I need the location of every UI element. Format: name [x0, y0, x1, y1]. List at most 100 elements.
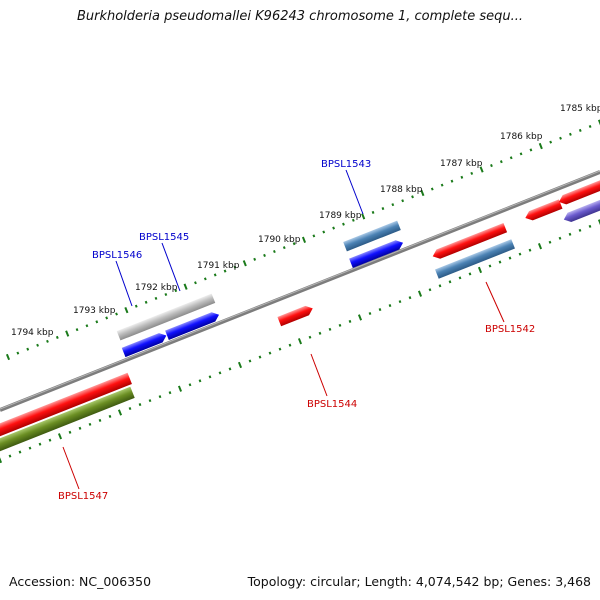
inner-tick	[417, 290, 423, 297]
outer-tick	[499, 160, 503, 164]
outer-tick	[538, 142, 543, 150]
feature-blue-1545b[interactable]	[165, 310, 221, 340]
gene-label-bpsl1547[interactable]: BPSL1547	[58, 491, 108, 502]
feature-blue-1546[interactable]	[121, 331, 168, 358]
outer-tick	[342, 222, 345, 226]
inner-tick	[578, 228, 582, 232]
chromosome-backbone	[0, 170, 600, 412]
outer-tick	[282, 246, 286, 250]
feature-steel-1543-shape	[343, 220, 401, 252]
inner-tick	[68, 430, 72, 434]
tick-label: 1792 kbp	[135, 283, 178, 293]
outer-tick	[411, 195, 414, 199]
gene-label-bpsl1545[interactable]: BPSL1545	[139, 232, 189, 243]
feature-steel-1542[interactable]	[435, 239, 515, 279]
inner-tick	[357, 314, 363, 321]
outer-tick	[322, 230, 326, 234]
feature-purple-right[interactable]	[562, 195, 600, 224]
feature-red-1542-shape	[432, 222, 508, 259]
outer-tick	[420, 189, 425, 197]
inner-tick	[228, 367, 232, 371]
feature-olive-left-shape	[0, 386, 135, 456]
inner-tick	[8, 454, 12, 458]
feature-red-right2[interactable]	[557, 177, 600, 206]
gene-label-bpsl1542[interactable]: BPSL1542	[485, 324, 535, 335]
inner-tick	[117, 409, 123, 416]
feature-steel-1543[interactable]	[343, 220, 401, 252]
outer-tick	[203, 277, 207, 281]
inner-tick	[208, 375, 212, 379]
feature-red-right1-shape	[525, 199, 563, 221]
outer-tick	[529, 148, 533, 152]
tick-label: 1787 kbp	[440, 159, 483, 169]
inner-tick	[558, 236, 562, 240]
inner-tick	[537, 243, 543, 250]
outer-tick	[124, 306, 129, 314]
leader-line	[485, 281, 505, 323]
inner-tick	[268, 351, 272, 355]
inner-tick	[18, 450, 22, 454]
inner-tick	[188, 383, 192, 387]
inner-tick	[248, 359, 252, 363]
outer-tick	[371, 210, 375, 214]
gene-features	[0, 177, 600, 456]
leader-lines	[62, 169, 505, 490]
outer-tick	[65, 330, 70, 337]
inner-tick	[78, 426, 82, 430]
inner-tick	[398, 300, 402, 304]
inner-tick	[468, 272, 472, 276]
inner-tick	[108, 414, 112, 418]
tick-label: 1794 kbp	[11, 328, 54, 338]
leader-line	[62, 446, 80, 490]
leader-line	[310, 353, 328, 397]
gene-label-bpsl1546[interactable]: BPSL1546	[92, 250, 142, 261]
chromosome-backbone-highlight	[0, 170, 600, 410]
feature-red-1544[interactable]	[277, 304, 314, 327]
outer-tick	[242, 260, 247, 267]
outer-tick	[440, 183, 444, 187]
inner-tick	[48, 438, 52, 442]
gene-label-bpsl1543[interactable]: BPSL1543	[321, 159, 371, 170]
outer-tick	[144, 300, 148, 304]
feature-blue-1546-shape	[121, 333, 167, 358]
feature-gray-1545[interactable]	[116, 293, 216, 341]
outer-tick	[105, 316, 109, 320]
inner-tick	[518, 252, 522, 256]
inner-tick	[438, 284, 442, 288]
outer-tick	[85, 324, 89, 328]
outer-tick	[569, 132, 572, 136]
genome-summary: Topology: circular; Length: 4,074,542 bp…	[247, 574, 591, 589]
feature-red-1542[interactable]	[431, 222, 508, 261]
outer-tick	[75, 328, 79, 332]
gene-label-bpsl1544[interactable]: BPSL1544	[307, 399, 357, 410]
inner-tick	[288, 343, 292, 347]
tick-label: 1788 kbp	[380, 185, 423, 195]
outer-tick	[301, 236, 307, 243]
outer-tick	[95, 320, 99, 324]
outer-tick	[351, 218, 355, 222]
outer-tick	[430, 187, 434, 191]
map-title: Burkholderia pseudomallei K96243 chromos…	[76, 9, 524, 24]
outer-tick	[223, 269, 227, 273]
tick-label: 1790 kbp	[258, 235, 301, 245]
inner-tick	[388, 304, 392, 308]
outer-tick	[183, 283, 188, 290]
outer-tick	[253, 257, 257, 261]
feature-purple-right-shape	[563, 195, 600, 223]
inner-tick	[198, 379, 202, 383]
leader-line	[161, 242, 181, 292]
outer-tick	[588, 124, 592, 129]
outer-tick-ring	[5, 119, 600, 361]
feature-olive-left[interactable]	[0, 386, 135, 456]
inner-tick	[318, 331, 322, 335]
feature-blue-1543b[interactable]	[349, 238, 405, 268]
outer-tick	[5, 353, 11, 361]
outer-tick	[361, 213, 366, 220]
feature-red-right1[interactable]	[523, 199, 563, 222]
outer-tick	[36, 343, 39, 347]
inner-tick	[328, 327, 332, 331]
outer-tick	[509, 156, 513, 160]
inner-tick	[57, 433, 63, 440]
feature-red-left[interactable]	[0, 372, 132, 440]
outer-tick	[391, 203, 395, 207]
